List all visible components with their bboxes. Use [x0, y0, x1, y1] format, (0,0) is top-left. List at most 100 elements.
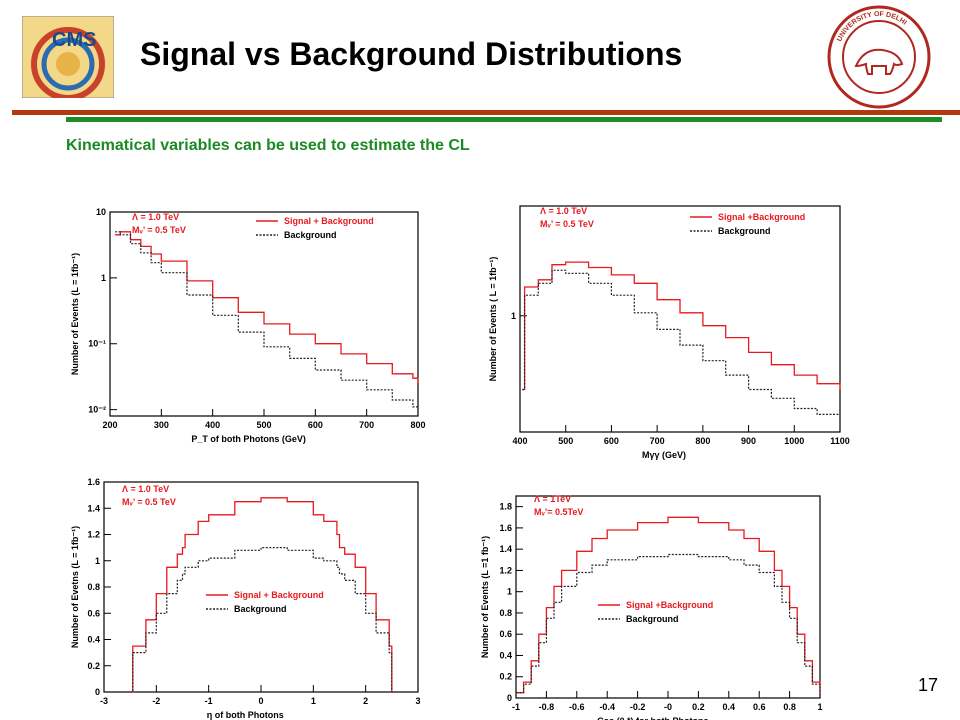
legend-entry: Background	[718, 226, 771, 236]
annotation: Λ = 1.0 TeV	[132, 212, 179, 222]
x-tick-label: -1	[205, 696, 213, 706]
plot-frame	[519, 205, 841, 433]
x-tick-label: 3	[415, 696, 420, 706]
plot-frame	[515, 495, 821, 699]
annotation: Mᵥ’ = 0.5 TeV	[540, 219, 594, 229]
slide-number: 17	[918, 675, 939, 695]
y-tick-label: 1	[101, 273, 106, 283]
y-tick-label: 1.2	[87, 530, 100, 540]
x-tick-label: 1	[311, 696, 316, 706]
y-tick-label: 0.2	[499, 672, 512, 682]
x-axis-label: η of both Photons	[207, 710, 284, 720]
series-line	[115, 231, 419, 384]
y-tick-label: 0.4	[499, 650, 512, 660]
cms-logo: CMS	[22, 16, 114, 98]
header-rule-green	[66, 117, 942, 122]
legend-entry: Signal +Background	[718, 212, 805, 222]
x-axis-label: Mγγ (GeV)	[642, 450, 686, 460]
legend-entry: Signal +Background	[626, 600, 713, 610]
x-tick-label: -0.8	[539, 702, 555, 712]
eta-distribution-chart: -3 -2 -1 0 1 2 3 0 0.2 0.4 0.6 0.8 1 1.2 1.4 1.6 η of bo…	[70, 477, 421, 720]
annotation: Mᵥ’ = 0.5 TeV	[132, 225, 186, 235]
x-tick-label: -2	[152, 696, 160, 706]
university-seal: UNIVERSITY OF DELHI	[827, 5, 931, 109]
y-tick-label: 0.6	[87, 608, 100, 618]
y-tick-label: 1	[507, 587, 512, 597]
x-tick-label: 900	[741, 436, 756, 446]
legend-entry: Background	[284, 230, 337, 240]
x-tick-label: 0	[258, 696, 263, 706]
x-tick-label: 600	[308, 420, 323, 430]
y-tick-label: 0	[507, 693, 512, 703]
y-tick-label: 1	[95, 556, 100, 566]
cms-logo-text: CMS	[52, 29, 96, 51]
x-tick-label: 800	[410, 420, 425, 430]
x-tick-label: 800	[695, 436, 710, 446]
y-tick-label: 10⁻¹	[88, 339, 106, 349]
pt-distribution-chart: 200 300 400 500 600 700 800 10⁻² 10⁻¹ 1 10 P_T of b…	[70, 207, 426, 444]
y-tick-label: 0.4	[87, 635, 100, 645]
x-tick-label: 2	[363, 696, 368, 706]
x-tick-label: -0.2	[630, 702, 646, 712]
y-axis-label: Number of Evetns (L = 1fb⁻¹)	[70, 526, 80, 648]
annotation: Λ = 1.0 TeV	[540, 206, 587, 216]
x-tick-label: -1	[512, 702, 520, 712]
x-axis-label: P_T of both Photons (GeV)	[191, 434, 306, 444]
mass-distribution-chart: 400 500 600 700 800 900 1000 1100 1 Mγγ (GeV) Numb…	[488, 205, 850, 460]
series-line	[130, 497, 393, 693]
y-tick-label: 10	[96, 207, 106, 217]
legend-entry: Background	[626, 614, 679, 624]
x-tick-label: -0	[664, 702, 672, 712]
y-tick-label: 10⁻²	[88, 405, 106, 415]
slide-title: Signal vs Background Distributions	[140, 36, 683, 72]
header-rule-red	[12, 110, 960, 115]
x-tick-label: 1000	[784, 436, 804, 446]
costheta-distribution-chart: -1 -0.8 -0.6 -0.4 -0.2 -0 0.2 0.4 0.6 0.8 1 0 0.2 0.4…	[480, 494, 823, 720]
y-tick-label: 1.6	[87, 477, 100, 487]
legend-entry: Signal + Background	[234, 590, 324, 600]
x-tick-label: 1	[817, 702, 822, 712]
x-tick-label: 500	[256, 420, 271, 430]
x-tick-label: 0.2	[692, 702, 705, 712]
annotation: Λ = 1TeV	[534, 494, 571, 504]
x-tick-label: 600	[604, 436, 619, 446]
y-tick-label: 1.4	[87, 503, 100, 513]
series-line	[516, 516, 821, 694]
series-line	[522, 269, 841, 421]
x-tick-label: -3	[100, 696, 108, 706]
y-tick-label: 1.8	[499, 502, 512, 512]
x-tick-label: 0.4	[723, 702, 736, 712]
x-axis-label: Cos (θ *) for both Photons	[597, 716, 708, 720]
x-tick-label: 1100	[830, 436, 850, 446]
series-line	[516, 553, 821, 694]
y-tick-label: 1	[511, 311, 516, 321]
y-tick-label: 1.6	[499, 523, 512, 533]
x-tick-label: 400	[205, 420, 220, 430]
y-tick-label: 0.2	[87, 661, 100, 671]
y-tick-label: 1.2	[499, 565, 512, 575]
x-tick-label: 400	[512, 436, 527, 446]
y-tick-label: 0.6	[499, 629, 512, 639]
x-tick-label: 0.8	[783, 702, 796, 712]
x-tick-label: 700	[650, 436, 665, 446]
legend-entry: Signal + Background	[284, 216, 374, 226]
x-tick-label: 500	[558, 436, 573, 446]
x-tick-label: -0.4	[599, 702, 615, 712]
annotation: Λ = 1.0 TeV	[122, 484, 169, 494]
x-tick-label: 700	[359, 420, 374, 430]
y-tick-label: 1.4	[499, 544, 512, 554]
y-axis-label: Number of Events ( L = 1fb⁻¹)	[488, 257, 498, 382]
x-tick-label: -0.6	[569, 702, 585, 712]
annotation: Mᵥ’ = 0.5 TeV	[122, 497, 176, 507]
y-axis-label: Number of Events (L =1 fb⁻¹)	[480, 536, 490, 658]
y-tick-label: 0	[95, 687, 100, 697]
x-tick-label: 0.6	[753, 702, 766, 712]
legend-entry: Background	[234, 604, 287, 614]
y-tick-label: 0.8	[87, 582, 100, 592]
x-tick-label: 200	[102, 420, 117, 430]
plot-frame	[103, 481, 419, 693]
slide-subtitle: Kinematical variables can be used to est…	[66, 137, 470, 154]
y-axis-label: Number of Events (L = 1fb⁻¹)	[70, 253, 80, 375]
annotation: Mᵥ’= 0.5TeV	[534, 507, 583, 517]
y-tick-label: 0.8	[499, 608, 512, 618]
